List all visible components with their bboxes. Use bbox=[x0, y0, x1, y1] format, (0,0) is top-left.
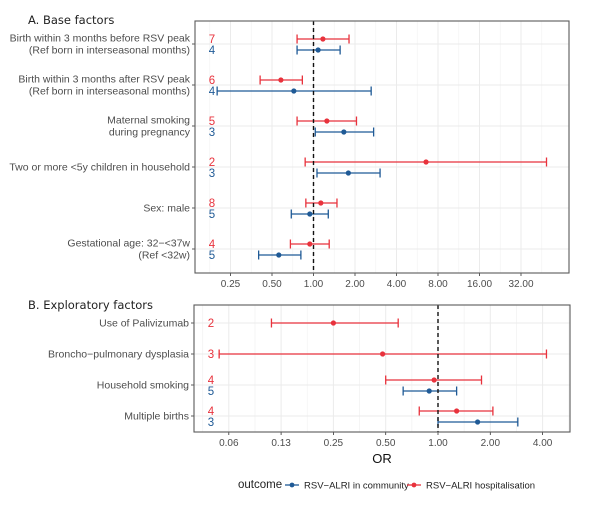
y-axis-label: Maternal smoking bbox=[107, 115, 190, 127]
x-tick-label: 0.25 bbox=[221, 279, 241, 290]
community-n-label: 3 bbox=[209, 127, 215, 139]
x-tick-label: 0.13 bbox=[271, 438, 291, 449]
panel-a: 0.25 0.50 1.00 2.00 4.00 8.00 16.00 32.00 Birth … bbox=[9, 20, 570, 290]
plot-background bbox=[194, 305, 570, 432]
hospitalisation-point-estimate bbox=[454, 408, 460, 414]
hospitalisation-n-label: 8 bbox=[209, 198, 215, 210]
y-axis-label: Broncho−pulmonary dysplasia bbox=[48, 349, 189, 361]
y-axis-label: Multiple births bbox=[124, 411, 189, 423]
y-axis-label: (Ref born in interseasonal months) bbox=[29, 86, 190, 98]
community-point-estimate bbox=[426, 388, 432, 394]
y-axis-label: Sex: male bbox=[143, 203, 190, 215]
hospitalisation-point-estimate bbox=[423, 159, 429, 165]
community-n-label: 4 bbox=[209, 45, 216, 57]
legend-key-point-community bbox=[289, 482, 295, 488]
x-tick-label: 8.00 bbox=[428, 279, 448, 290]
hospitalisation-point-estimate bbox=[324, 118, 330, 124]
hospitalisation-n-label: 4 bbox=[208, 406, 215, 418]
hospitalisation-point-estimate bbox=[318, 200, 324, 206]
hospitalisation-point-estimate bbox=[431, 377, 437, 383]
community-point-estimate bbox=[341, 129, 347, 135]
y-axis-label: Gestational age: 32−<37w bbox=[67, 238, 190, 250]
hospitalisation-point-estimate bbox=[380, 351, 386, 357]
community-n-label: 5 bbox=[208, 386, 214, 398]
y-axis-label: during pregnancy bbox=[109, 127, 191, 139]
community-n-label: 4 bbox=[209, 86, 216, 98]
x-tick-label: 2.00 bbox=[345, 279, 365, 290]
legend-label-hospitalisation: RSV−ALRI hospitalisation bbox=[426, 481, 535, 492]
hospitalisation-point-estimate bbox=[320, 36, 326, 42]
hospitalisation-n-label: 4 bbox=[208, 375, 215, 387]
panel-b: 0.06 0.13 0.25 0.50 1.00 2.00 4.00 Use of Paliv… bbox=[48, 304, 571, 449]
x-tick-label: 4.00 bbox=[387, 279, 407, 290]
x-tick-label: 1.00 bbox=[428, 438, 448, 449]
x-tick-label: 0.06 bbox=[219, 438, 239, 449]
panel-b-title: B. Exploratory factors bbox=[28, 298, 153, 312]
y-axis-label: Use of Palivizumab bbox=[99, 318, 189, 330]
community-point-estimate bbox=[474, 419, 481, 425]
legend: outcome RSV−ALRI in community RSV−ALRI ho… bbox=[238, 479, 535, 492]
community-point-estimate bbox=[307, 211, 313, 217]
community-point-estimate bbox=[291, 88, 297, 94]
hospitalisation-point-estimate bbox=[330, 320, 336, 326]
y-axis-label: Birth within 3 months before RSV peak bbox=[10, 33, 191, 45]
y-axis-label: Birth within 3 months after RSV peak bbox=[18, 74, 190, 86]
x-tick-label: 0.50 bbox=[376, 438, 396, 449]
community-n-label: 3 bbox=[208, 417, 214, 429]
hospitalisation-n-label: 6 bbox=[209, 75, 215, 87]
y-axis-label: Two or more <5y children in household bbox=[9, 162, 190, 174]
legend-title: outcome bbox=[238, 479, 282, 491]
hospitalisation-point-estimate bbox=[307, 241, 313, 247]
legend-label-community: RSV−ALRI in community bbox=[304, 481, 409, 492]
community-n-label: 3 bbox=[209, 168, 215, 180]
plot-frame bbox=[193, 304, 571, 433]
hospitalisation-n-label: 5 bbox=[209, 116, 215, 128]
hospitalisation-n-label: 2 bbox=[208, 318, 214, 330]
panel-a-title: A. Base factors bbox=[28, 13, 114, 27]
y-axis-label: (Ref <32w) bbox=[138, 250, 190, 262]
x-tick-label: 0.25 bbox=[324, 438, 344, 449]
plot-background bbox=[195, 21, 569, 273]
x-tick-label: 0.50 bbox=[262, 279, 282, 290]
x-tick-label: 1.00 bbox=[304, 279, 324, 290]
y-axis-label: Household smoking bbox=[97, 380, 189, 392]
hospitalisation-n-label: 3 bbox=[208, 349, 214, 361]
community-n-label: 5 bbox=[209, 250, 215, 262]
x-axis-label: OR bbox=[372, 451, 392, 466]
legend-key-point-hospitalisation bbox=[411, 482, 417, 488]
hospitalisation-n-label: 2 bbox=[209, 157, 215, 169]
x-tick-label: 32.00 bbox=[508, 279, 533, 290]
x-tick-label: 4.00 bbox=[533, 438, 553, 449]
x-tick-label: 16.00 bbox=[467, 279, 492, 290]
community-point-estimate bbox=[345, 170, 351, 176]
community-point-estimate bbox=[315, 47, 321, 53]
community-n-label: 5 bbox=[209, 209, 215, 221]
hospitalisation-point-estimate bbox=[278, 77, 284, 83]
hospitalisation-n-label: 4 bbox=[209, 239, 216, 251]
x-tick-label: 2.00 bbox=[481, 438, 501, 449]
plot-frame bbox=[194, 20, 570, 274]
y-axis-label: (Ref born in interseasonal months) bbox=[29, 45, 190, 57]
community-point-estimate bbox=[276, 252, 282, 258]
hospitalisation-n-label: 7 bbox=[209, 34, 215, 46]
